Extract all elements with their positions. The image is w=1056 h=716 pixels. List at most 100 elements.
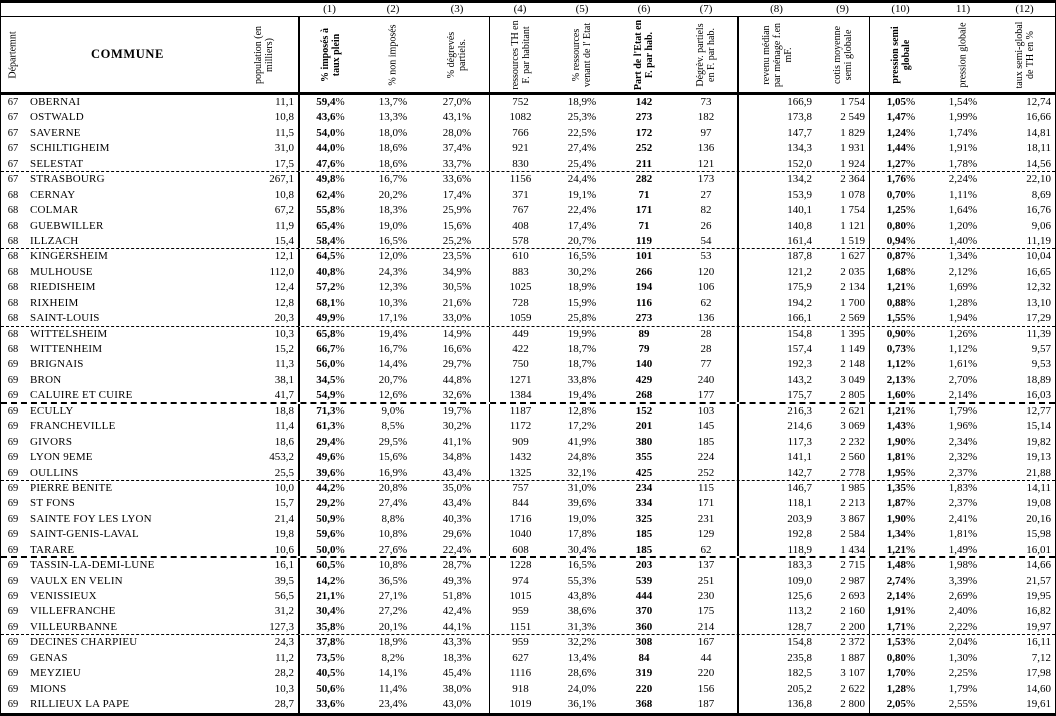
cell-col9: 3 867 bbox=[840, 512, 865, 525]
cell-col1: 44,0% bbox=[298, 141, 361, 157]
column-header-label: cotis moyenne semi globale bbox=[831, 25, 854, 84]
cell-col1: 50,0% bbox=[298, 542, 361, 557]
cell-col9: 2 622 bbox=[840, 682, 865, 695]
cell-col11: 2,22% bbox=[948, 620, 978, 633]
cell-col2: 17,1% bbox=[378, 312, 408, 325]
cell-col9: 1 931 bbox=[840, 142, 865, 155]
table-row: 69 RILLIEUX LA PAPE 28,7 33,6% 23,4% 43,0% 101… bbox=[1, 697, 1055, 713]
cell-col7: 97 bbox=[700, 126, 712, 139]
cell-col12: 12,32 bbox=[1026, 281, 1051, 294]
cell-commune: VAULX EN VELIN bbox=[30, 574, 123, 587]
cell-col6: 101 bbox=[635, 250, 653, 263]
cell-col3: 30,5% bbox=[442, 281, 472, 294]
cell-commune: ST FONS bbox=[30, 497, 75, 510]
cell-col9: 2 035 bbox=[840, 265, 865, 278]
cell-departement: 68 bbox=[7, 235, 19, 247]
cell-col12: 19,13 bbox=[1026, 451, 1051, 464]
cell-col5: 19,4% bbox=[567, 389, 597, 402]
cell-departement: 69 bbox=[7, 560, 19, 572]
cell-departement: 69 bbox=[7, 374, 19, 386]
cell-col10: 1,25% bbox=[869, 203, 932, 219]
cell-commune: CALUIRE ET CUIRE bbox=[30, 389, 133, 402]
cell-col8: 154,8 bbox=[737, 326, 816, 342]
cell-departement: 69 bbox=[7, 359, 19, 371]
cell-col12: 19,08 bbox=[1026, 497, 1051, 510]
cell-col4: 1156 bbox=[489, 172, 551, 188]
cell-departement: 69 bbox=[7, 498, 19, 510]
cell-col8: 141,1 bbox=[737, 450, 816, 466]
cell-col9: 1 519 bbox=[840, 234, 865, 247]
cell-commune: BRON bbox=[30, 373, 62, 386]
cell-col10: 2,13% bbox=[869, 372, 932, 389]
cell-col12: 21,57 bbox=[1026, 574, 1051, 587]
cell-col5: 18,9% bbox=[567, 281, 597, 294]
cell-col1: 30,4% bbox=[298, 604, 361, 620]
cell-col4: 627 bbox=[489, 650, 551, 667]
column-header-2: % non imposés bbox=[361, 17, 425, 92]
table-row: 67 SCHILTIGHEIM 31,0 44,0% 18,6% 37,4% 921 27,4… bbox=[1, 141, 1055, 157]
cell-col11: 2,24% bbox=[948, 173, 978, 186]
cell-col5: 17,8% bbox=[567, 528, 597, 541]
cell-col6: 84 bbox=[638, 651, 650, 664]
cell-col4: 1271 bbox=[489, 372, 551, 389]
cell-col9: 1 149 bbox=[840, 343, 865, 355]
cell-col9: 2 569 bbox=[840, 312, 865, 325]
table-row: 67 OBERNAI 11,1 59,4% 13,7% 27,0% 752 18,9% 142 7… bbox=[1, 95, 1055, 111]
cell-col3: 19,7% bbox=[442, 404, 472, 417]
table-row: 68 CERNAY 10,8 62,4% 20,2% 17,4% 371 19,1% 71 27 1… bbox=[1, 187, 1055, 204]
cell-commune: RILLIEUX LA PAPE bbox=[30, 698, 130, 711]
cell-col9: 1 700 bbox=[840, 296, 865, 309]
column-header-9: cotis moyenne semi globale bbox=[816, 17, 869, 92]
cell-col3: 16,6% bbox=[442, 343, 472, 355]
cell-col6: 325 bbox=[635, 512, 653, 525]
cell-population: 20,3 bbox=[274, 312, 294, 325]
cell-col8: 187,8 bbox=[737, 249, 816, 265]
cell-col1: 29,4% bbox=[298, 434, 361, 451]
cell-col10: 0,90% bbox=[869, 326, 932, 342]
cell-col10: 1,95% bbox=[869, 465, 932, 480]
table-row: 67 STRASBOURG 267,1 49,8% 16,7% 33,6% 1156 24,4… bbox=[1, 172, 1055, 188]
cell-departement: 69 bbox=[7, 621, 19, 633]
cell-col5: 24,4% bbox=[567, 173, 597, 186]
column-number-6: (6) bbox=[637, 3, 651, 15]
cell-col6: 234 bbox=[635, 481, 653, 494]
cell-departement: 69 bbox=[7, 652, 19, 664]
cell-col2: 8,2% bbox=[381, 651, 405, 664]
cell-col6: 152 bbox=[635, 404, 653, 417]
cell-col11: 1,99% bbox=[948, 111, 978, 124]
cell-departement: 69 bbox=[7, 544, 19, 556]
cell-population: 28,7 bbox=[274, 698, 294, 711]
cell-commune: GUEBWILLER bbox=[30, 219, 104, 232]
cell-col4: 1228 bbox=[489, 558, 551, 574]
cell-col6: 172 bbox=[635, 126, 653, 139]
cell-col1: 65,8% bbox=[298, 326, 361, 342]
cell-population: 18,6 bbox=[274, 435, 294, 448]
cell-departement: 69 bbox=[7, 529, 19, 541]
cell-population: 12,4 bbox=[274, 281, 294, 294]
cell-col12: 13,10 bbox=[1026, 296, 1051, 309]
cell-col5: 22,5% bbox=[567, 126, 597, 139]
table-row: 69 VAULX EN VELIN 39,5 14,2% 36,5% 49,3% 974 55… bbox=[1, 573, 1055, 589]
cell-population: 41,7 bbox=[274, 389, 294, 402]
cell-col7: 28 bbox=[700, 343, 712, 355]
cell-col3: 28,0% bbox=[442, 126, 472, 139]
cell-col3: 37,4% bbox=[442, 142, 472, 155]
cell-col1: 29,2% bbox=[298, 496, 361, 512]
cell-col3: 43,4% bbox=[442, 466, 472, 479]
cell-col5: 32,1% bbox=[567, 466, 597, 479]
cell-col9: 1 887 bbox=[840, 651, 865, 664]
cell-commune: OULLINS bbox=[30, 466, 79, 479]
cell-col2: 9,0% bbox=[381, 404, 405, 417]
cell-col7: 44 bbox=[700, 651, 712, 664]
cell-col5: 12,8% bbox=[567, 404, 597, 417]
cell-col8: 161,4 bbox=[737, 233, 816, 249]
cell-col2: 19,4% bbox=[378, 327, 408, 340]
column-header-7: Dégrèv. partiels en F. par hab. bbox=[675, 17, 737, 92]
cell-col8: 140,8 bbox=[737, 218, 816, 234]
header-divider bbox=[1, 16, 1055, 17]
cell-col7: 28 bbox=[700, 327, 712, 340]
cell-col1: 49,6% bbox=[298, 450, 361, 466]
cell-commune: VILLEURBANNE bbox=[30, 620, 118, 633]
cell-departement: 69 bbox=[7, 390, 19, 402]
cell-departement: 69 bbox=[7, 405, 19, 417]
